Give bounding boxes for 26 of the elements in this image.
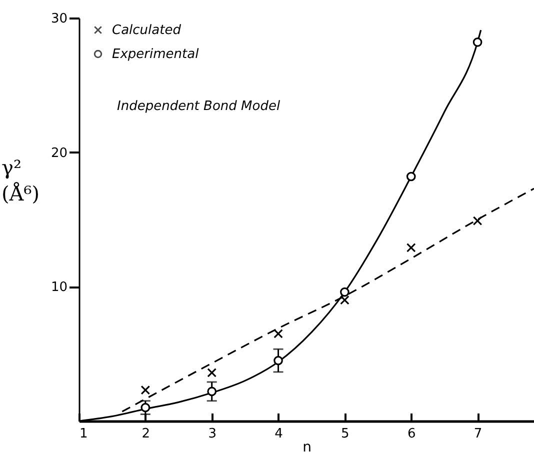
x-tick-label: 5: [341, 426, 350, 442]
annotation: Independent Bond Model: [117, 99, 280, 114]
x-tick-label: 4: [274, 426, 283, 442]
point: [340, 295, 350, 305]
point: [406, 172, 416, 182]
point: [472, 216, 482, 226]
x-tick-label: 7: [474, 426, 482, 442]
x-axis-title: n: [302, 440, 312, 456]
y-axis-title: γ² (Å⁶): [2, 156, 40, 206]
y-tick-label: 30: [50, 12, 68, 26]
point: [472, 38, 482, 47]
point: [207, 368, 217, 378]
y-tick-label: 10: [50, 280, 68, 296]
point: [406, 243, 416, 252]
x-tick-label: 2: [142, 426, 150, 442]
x-tick-label: 1: [80, 426, 88, 442]
point: [140, 385, 150, 395]
legend-label: Calculated: [112, 23, 182, 38]
point: [207, 386, 217, 396]
point: [340, 287, 350, 297]
y-tick-label: 20: [50, 146, 68, 161]
legend-label: Experimental: [112, 47, 200, 62]
point: [274, 329, 283, 338]
point: [274, 356, 283, 366]
x-tick-label: 3: [208, 426, 216, 442]
x-tick-label: 6: [407, 426, 416, 442]
